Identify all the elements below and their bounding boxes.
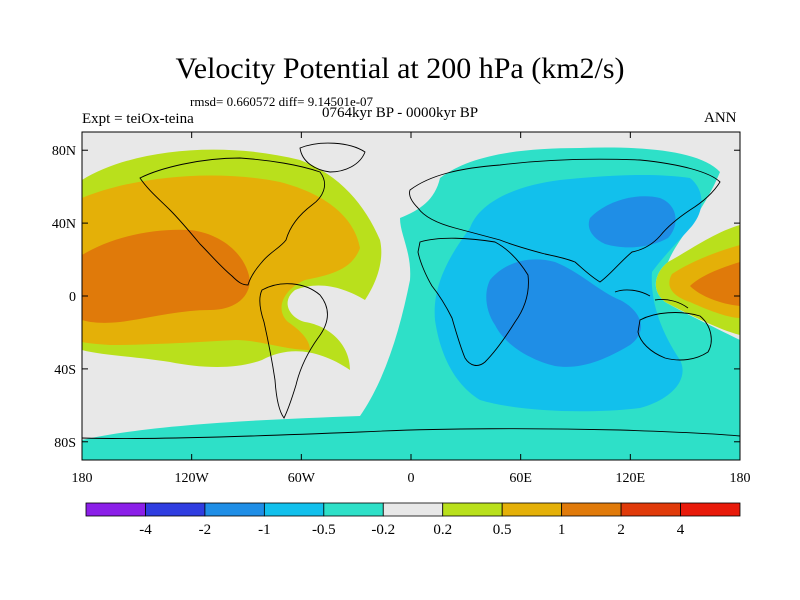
contour-fields [82, 132, 740, 460]
field-positive-1 [82, 229, 250, 323]
coastline-indonesia [614, 289, 689, 309]
chart-title: Velocity Potential at 200 hPa (km2/s) [175, 52, 625, 85]
season-label: ANN [704, 110, 737, 126]
colorbar-swatch [442, 502, 503, 517]
colorbar-label: 4 [677, 522, 685, 538]
lon-tick-label: 0 [408, 471, 415, 486]
latitude-axis: 80N 40N 0 40S 80S [52, 144, 740, 451]
colorbar-label: 0.5 [493, 522, 512, 538]
colorbar-swatch [85, 502, 146, 517]
colorbar-swatch [501, 502, 563, 517]
colorbar-swatch [145, 502, 206, 517]
colorbar-label: -2 [199, 522, 212, 538]
colorbar-label: -4 [139, 522, 152, 538]
colorbar: -4 -2 -1 -0.5 -0.2 0.2 0.5 1 2 4 [85, 502, 741, 538]
colorbar-swatch [204, 502, 265, 517]
colorbar-label: 0.2 [433, 522, 452, 538]
colorbar-swatch [561, 502, 622, 517]
field-negative-1-asia [588, 196, 676, 248]
coastline-south-america [259, 283, 328, 419]
coastline-europe-asia [409, 158, 721, 283]
lon-tick-label: 60W [288, 471, 316, 486]
lat-tick-label: 40S [54, 363, 76, 378]
field-negative-1-africa [486, 259, 641, 367]
coastline-antarctica [82, 428, 740, 439]
coastline-greenland [299, 142, 366, 173]
colorbar-swatch [263, 502, 325, 517]
colorbar-label: -0.5 [312, 522, 336, 538]
coastline-africa [417, 237, 529, 366]
colorbar-swatch [620, 502, 681, 517]
colorbar-label: 2 [617, 522, 625, 538]
colorbar-label: -0.2 [371, 522, 395, 538]
coastline-north-america [139, 157, 325, 286]
lon-tick-label: 180 [72, 471, 93, 486]
field-positive-east-1 [690, 262, 740, 306]
colorbar-swatch [680, 502, 741, 517]
lon-tick-label: 120E [616, 471, 646, 486]
coastline-australia [637, 312, 712, 361]
experiment-label: Expt = teiOx-teina [82, 111, 194, 127]
lat-tick-label: 80S [54, 436, 76, 451]
period-label: 0764kyr BP - 0000kyr BP [322, 105, 479, 121]
colorbar-label: -1 [258, 522, 271, 538]
colorbar-swatch [382, 502, 444, 517]
colorbar-label: 1 [558, 522, 566, 538]
lat-tick-label: 40N [52, 217, 76, 232]
lat-tick-label: 0 [69, 290, 76, 305]
colorbar-swatch [323, 502, 384, 517]
coastlines [82, 142, 740, 439]
lon-tick-label: 180 [730, 471, 751, 486]
lon-tick-label: 60E [509, 471, 532, 486]
longitude-axis: 180 120W 60W 0 60E 120E 180 [72, 132, 751, 486]
lon-tick-label: 120W [175, 471, 210, 486]
rmsd-diff-stats: rmsd= 0.660572 diff= 9.14501e-07 [190, 94, 374, 109]
lat-tick-label: 80N [52, 144, 76, 159]
